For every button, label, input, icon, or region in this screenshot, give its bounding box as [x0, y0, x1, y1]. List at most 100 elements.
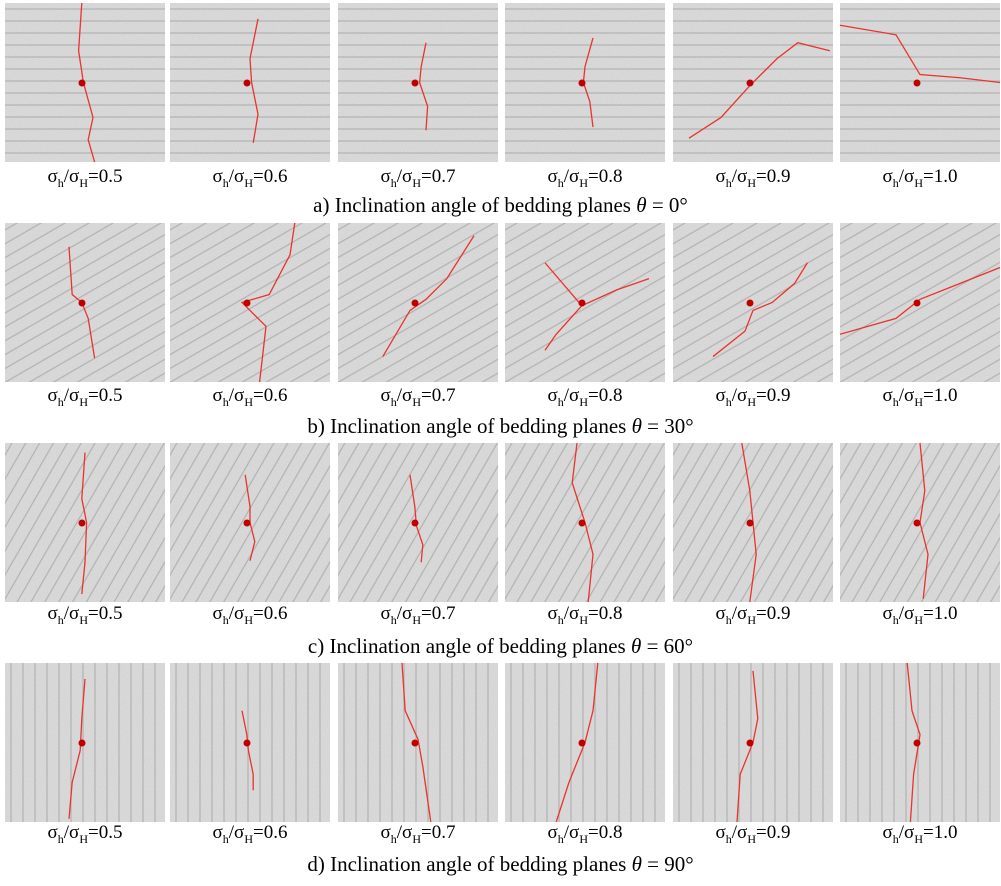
- borehole: [579, 740, 586, 747]
- label-text: σ: [883, 603, 893, 624]
- borehole: [412, 520, 419, 527]
- subscript: H: [79, 613, 88, 627]
- label-text: /σ: [564, 166, 580, 187]
- subscript: H: [244, 613, 253, 627]
- panel-label: σh/σH=0.9: [668, 385, 838, 410]
- specimen-image: [5, 443, 165, 602]
- panel-label: σh/σH=0.8: [500, 166, 670, 191]
- specimen-image: [505, 223, 665, 382]
- panel-label: σh/σH=1.0: [835, 822, 1001, 847]
- caption-unit: °: [685, 414, 693, 438]
- subscript: H: [579, 832, 588, 846]
- panel-label: σh/σH=0.9: [668, 166, 838, 191]
- label-text: /σ: [899, 603, 915, 624]
- subscript: H: [747, 832, 756, 846]
- label-text: σ: [548, 822, 558, 843]
- label-text: =0.8: [588, 385, 622, 406]
- specimen-image: [840, 443, 1000, 602]
- caption-symbol: θ: [632, 414, 642, 438]
- label-text: =0.5: [88, 822, 122, 843]
- panel-label: σh/σH=0.6: [165, 166, 335, 191]
- borehole: [914, 80, 921, 87]
- label-text: /σ: [564, 822, 580, 843]
- label-text: σ: [213, 603, 223, 624]
- label-text: σ: [548, 166, 558, 187]
- panel-label: σh/σH=0.7: [333, 822, 503, 847]
- subscript: H: [79, 832, 88, 846]
- specimen-image: [338, 3, 498, 162]
- label-text: σ: [716, 385, 726, 406]
- panel-label: σh/σH=0.9: [668, 822, 838, 847]
- caption-eq: =: [647, 414, 659, 438]
- caption-symbol: θ: [631, 634, 641, 658]
- panel-label: σh/σH=0.5: [0, 603, 170, 628]
- subscript: H: [579, 176, 588, 190]
- subscript: H: [412, 395, 421, 409]
- label-text: σ: [213, 385, 223, 406]
- label-text: σ: [213, 822, 223, 843]
- label-text: σ: [883, 385, 893, 406]
- label-text: /σ: [397, 822, 413, 843]
- borehole: [914, 740, 921, 747]
- borehole: [244, 520, 251, 527]
- row-caption: c) Inclination angle of bedding planes θ…: [0, 634, 1001, 659]
- subscript: H: [244, 832, 253, 846]
- borehole: [244, 300, 251, 307]
- subscript: H: [914, 613, 923, 627]
- caption-symbol: θ: [632, 852, 642, 876]
- subscript: H: [579, 613, 588, 627]
- label-text: =0.5: [88, 603, 122, 624]
- panel-label: σh/σH=0.6: [165, 603, 335, 628]
- label-text: σ: [48, 603, 58, 624]
- label-text: σ: [716, 822, 726, 843]
- panel-label: σh/σH=0.7: [333, 166, 503, 191]
- specimen-image: [170, 663, 330, 822]
- subscript: H: [79, 176, 88, 190]
- label-text: σ: [883, 166, 893, 187]
- label-text: =0.6: [253, 166, 287, 187]
- caption-angle: 90: [664, 852, 685, 876]
- caption-eq: =: [652, 193, 664, 217]
- caption-symbol: θ: [636, 193, 646, 217]
- panel-label: σh/σH=0.8: [500, 822, 670, 847]
- panel-label: σh/σH=0.8: [500, 603, 670, 628]
- specimen-image: [5, 663, 165, 822]
- subscript: H: [747, 395, 756, 409]
- label-text: σ: [381, 166, 391, 187]
- row-caption: b) Inclination angle of bedding planes θ…: [0, 414, 1001, 439]
- borehole: [244, 740, 251, 747]
- label-text: /σ: [229, 166, 245, 187]
- specimen-image: [840, 663, 1000, 822]
- label-text: /σ: [64, 603, 80, 624]
- borehole: [579, 300, 586, 307]
- borehole: [412, 740, 419, 747]
- subscript: H: [914, 832, 923, 846]
- caption-unit: °: [685, 852, 693, 876]
- panel-label: σh/σH=0.6: [165, 822, 335, 847]
- panel-label: σh/σH=0.5: [0, 166, 170, 191]
- subscript: H: [412, 613, 421, 627]
- label-text: /σ: [64, 166, 80, 187]
- borehole: [79, 740, 86, 747]
- specimen-image: [338, 443, 498, 602]
- label-text: σ: [716, 603, 726, 624]
- borehole: [79, 520, 86, 527]
- caption-text: c) Inclination angle of bedding planes: [308, 634, 626, 658]
- label-text: =0.6: [253, 385, 287, 406]
- label-text: σ: [48, 385, 58, 406]
- subscript: H: [244, 395, 253, 409]
- borehole: [914, 300, 921, 307]
- borehole: [412, 300, 419, 307]
- label-text: σ: [883, 822, 893, 843]
- specimen-image: [338, 663, 498, 822]
- label-text: =1.0: [923, 603, 957, 624]
- borehole: [579, 80, 586, 87]
- caption-text: d) Inclination angle of bedding planes: [307, 852, 626, 876]
- label-text: σ: [548, 385, 558, 406]
- caption-eq: =: [647, 634, 659, 658]
- label-text: /σ: [732, 166, 748, 187]
- subscript: H: [412, 176, 421, 190]
- borehole: [747, 740, 754, 747]
- label-text: σ: [381, 603, 391, 624]
- subscript: H: [244, 176, 253, 190]
